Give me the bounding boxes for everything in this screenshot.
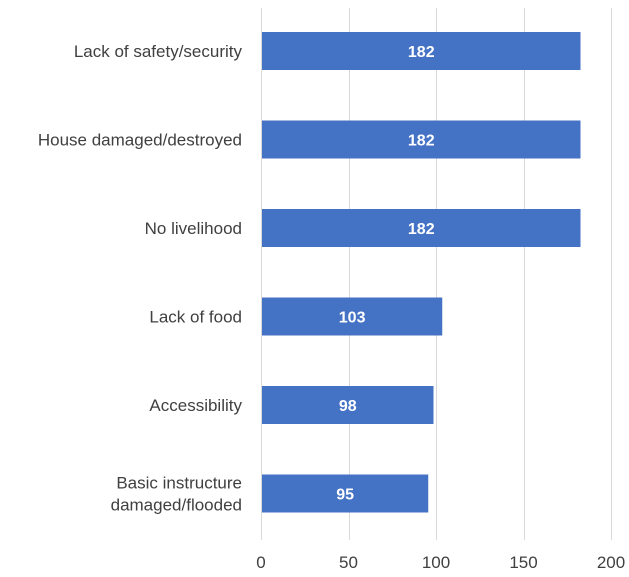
x-tick-label: 150 bbox=[509, 553, 537, 572]
category-label: Lack of food bbox=[149, 308, 242, 327]
category-label: Lack of safety/security bbox=[74, 42, 243, 61]
category-label: damaged/flooded bbox=[111, 496, 242, 515]
data-label: 182 bbox=[408, 221, 435, 238]
bar bbox=[262, 209, 581, 247]
data-label: 182 bbox=[408, 44, 435, 61]
bars: 182 182 182 103 98 95 bbox=[262, 32, 581, 513]
data-label: 182 bbox=[408, 133, 435, 150]
bar bbox=[262, 474, 429, 513]
bar bbox=[262, 297, 443, 336]
x-tick-label: 0 bbox=[256, 553, 265, 572]
data-label: 95 bbox=[336, 487, 354, 504]
x-axis-ticks: 0 50 100 150 200 bbox=[256, 553, 625, 572]
category-label: Accessibility bbox=[149, 396, 242, 415]
gridlines bbox=[261, 8, 612, 540]
data-label: 103 bbox=[339, 310, 366, 327]
x-tick-label: 50 bbox=[339, 553, 358, 572]
category-label: No livelihood bbox=[145, 219, 242, 238]
bar bbox=[262, 120, 581, 159]
data-label: 98 bbox=[339, 398, 357, 415]
bar bbox=[262, 386, 434, 424]
category-labels: Lack of safety/security House damaged/des… bbox=[38, 42, 243, 515]
bar bbox=[262, 32, 581, 70]
category-label: Basic instructure bbox=[116, 474, 242, 493]
category-label: House damaged/destroyed bbox=[38, 131, 242, 150]
x-tick-label: 200 bbox=[597, 553, 625, 572]
x-tick-label: 100 bbox=[422, 553, 450, 572]
